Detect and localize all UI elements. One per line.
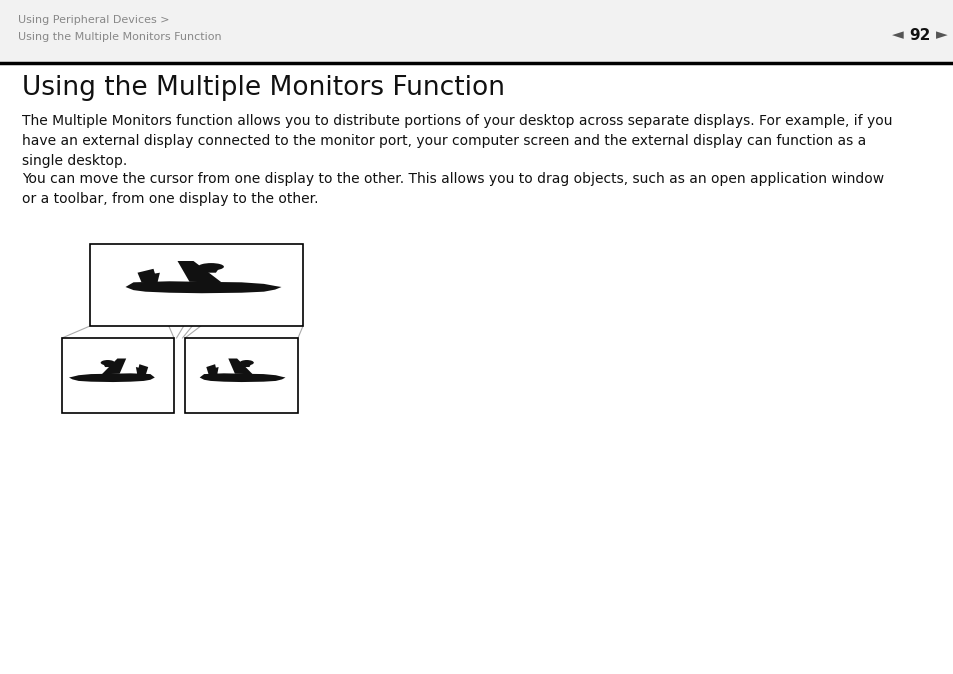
Ellipse shape <box>101 360 114 365</box>
Polygon shape <box>69 373 154 382</box>
Text: You can move the cursor from one display to the other. This allows you to drag o: You can move the cursor from one display… <box>22 172 883 206</box>
Ellipse shape <box>198 263 224 270</box>
Polygon shape <box>135 367 145 374</box>
Polygon shape <box>242 364 251 367</box>
Text: 92: 92 <box>908 28 930 42</box>
Polygon shape <box>177 261 221 282</box>
Polygon shape <box>126 281 281 293</box>
Ellipse shape <box>239 360 253 365</box>
Text: ◄: ◄ <box>891 28 902 42</box>
Text: Using the Multiple Monitors Function: Using the Multiple Monitors Function <box>22 75 504 101</box>
Bar <box>185 338 297 413</box>
Polygon shape <box>228 359 253 374</box>
Text: ►: ► <box>935 28 947 42</box>
Bar <box>90 244 303 326</box>
Polygon shape <box>206 364 217 374</box>
Polygon shape <box>210 367 218 374</box>
Polygon shape <box>199 373 285 382</box>
Text: Using the Multiple Monitors Function: Using the Multiple Monitors Function <box>18 32 221 42</box>
Polygon shape <box>103 364 112 367</box>
Polygon shape <box>102 359 126 374</box>
Polygon shape <box>137 364 148 374</box>
Polygon shape <box>137 269 157 282</box>
Bar <box>62 338 173 413</box>
Text: Using Peripheral Devices >: Using Peripheral Devices > <box>18 15 170 25</box>
Polygon shape <box>203 268 219 273</box>
Text: The Multiple Monitors function allows you to distribute portions of your desktop: The Multiple Monitors function allows yo… <box>22 114 892 168</box>
Polygon shape <box>144 273 160 282</box>
Bar <box>0 0 953 62</box>
